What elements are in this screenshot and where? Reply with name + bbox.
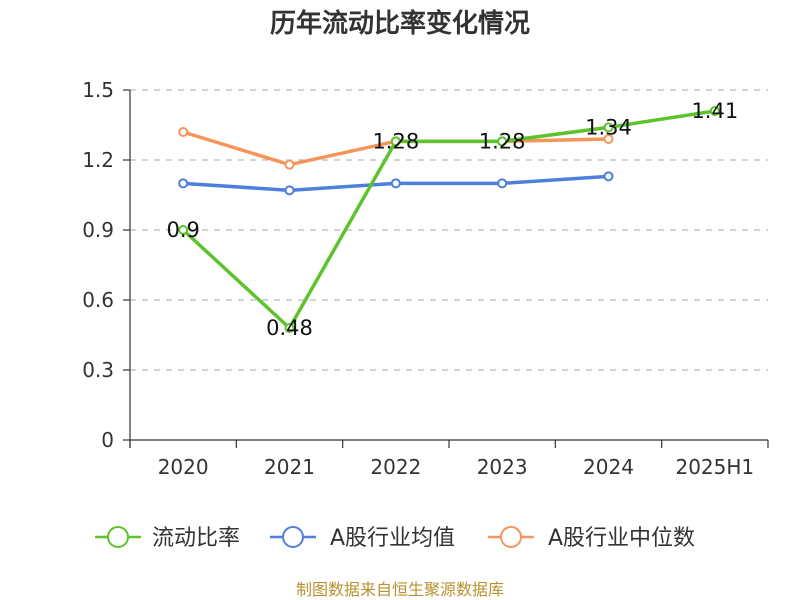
legend-marker-0 (107, 526, 129, 548)
x-tick-label: 2023 (477, 455, 528, 479)
y-tick-label: 0.3 (82, 358, 114, 382)
legend-label-2: A股行业中位数 (548, 526, 695, 551)
x-tick-label: 2022 (370, 455, 421, 479)
data-point-0-2025H1 (709, 106, 720, 116)
data-point-2-2020 (178, 127, 189, 137)
series-lines (178, 106, 720, 333)
data-label: 0.9 (166, 218, 199, 242)
y-tick-label: 0.9 (82, 218, 114, 242)
legend: 流动比率 A股行业均值 A股行业中位数 (95, 526, 695, 551)
data-point-1-2022 (390, 178, 401, 189)
data-point-0-2021 (284, 323, 295, 333)
data-label: 1.28 (372, 129, 419, 153)
legend-label-1: A股行业均值 (330, 526, 455, 551)
data-point-2-2024 (603, 134, 614, 144)
data-label: 0.48 (266, 316, 313, 340)
legend-label-0: 流动比率 (152, 526, 240, 551)
data-labels: 0.9 0.48 1.28 1.28 1.34 1.41 (166, 99, 738, 340)
data-point-0-2024 (603, 122, 614, 133)
y-tick-label: 0.6 (82, 288, 114, 312)
axes: 0 0.3 0.6 0.9 1.2 1.5 2020 2021 2022 2023 2024 2025… (82, 78, 769, 479)
series-line-0 (181, 109, 716, 330)
x-tick-label: 2020 (158, 455, 209, 479)
y-tick-label: 1.2 (82, 148, 114, 172)
data-point-1-2023 (497, 178, 508, 189)
data-point-0-2020 (178, 225, 189, 235)
legend-marker-2 (500, 526, 522, 548)
data-label: 1.28 (479, 129, 526, 153)
y-tick-label: 0 (101, 428, 114, 452)
source-note: 制图数据来自恒生聚源数据库 (296, 580, 504, 599)
data-point-0-2022 (390, 136, 401, 147)
data-point-2-2021 (284, 159, 295, 170)
x-tick-label: 2025H1 (675, 455, 754, 479)
data-label: 1.34 (585, 115, 632, 139)
data-point-1-2020 (178, 178, 189, 189)
legend-marker-1 (282, 526, 304, 548)
data-label: 1.41 (691, 99, 738, 123)
chart-title: 历年流动比率变化情况 (270, 8, 530, 39)
data-point-1-2021 (284, 185, 295, 196)
x-tick-label: 2021 (264, 455, 315, 479)
x-tick-label: 2024 (583, 455, 634, 479)
data-point-1-2024 (603, 171, 614, 182)
grid-lines (130, 89, 768, 371)
data-point-0-2023 (497, 136, 508, 147)
y-tick-label: 1.5 (82, 78, 114, 102)
